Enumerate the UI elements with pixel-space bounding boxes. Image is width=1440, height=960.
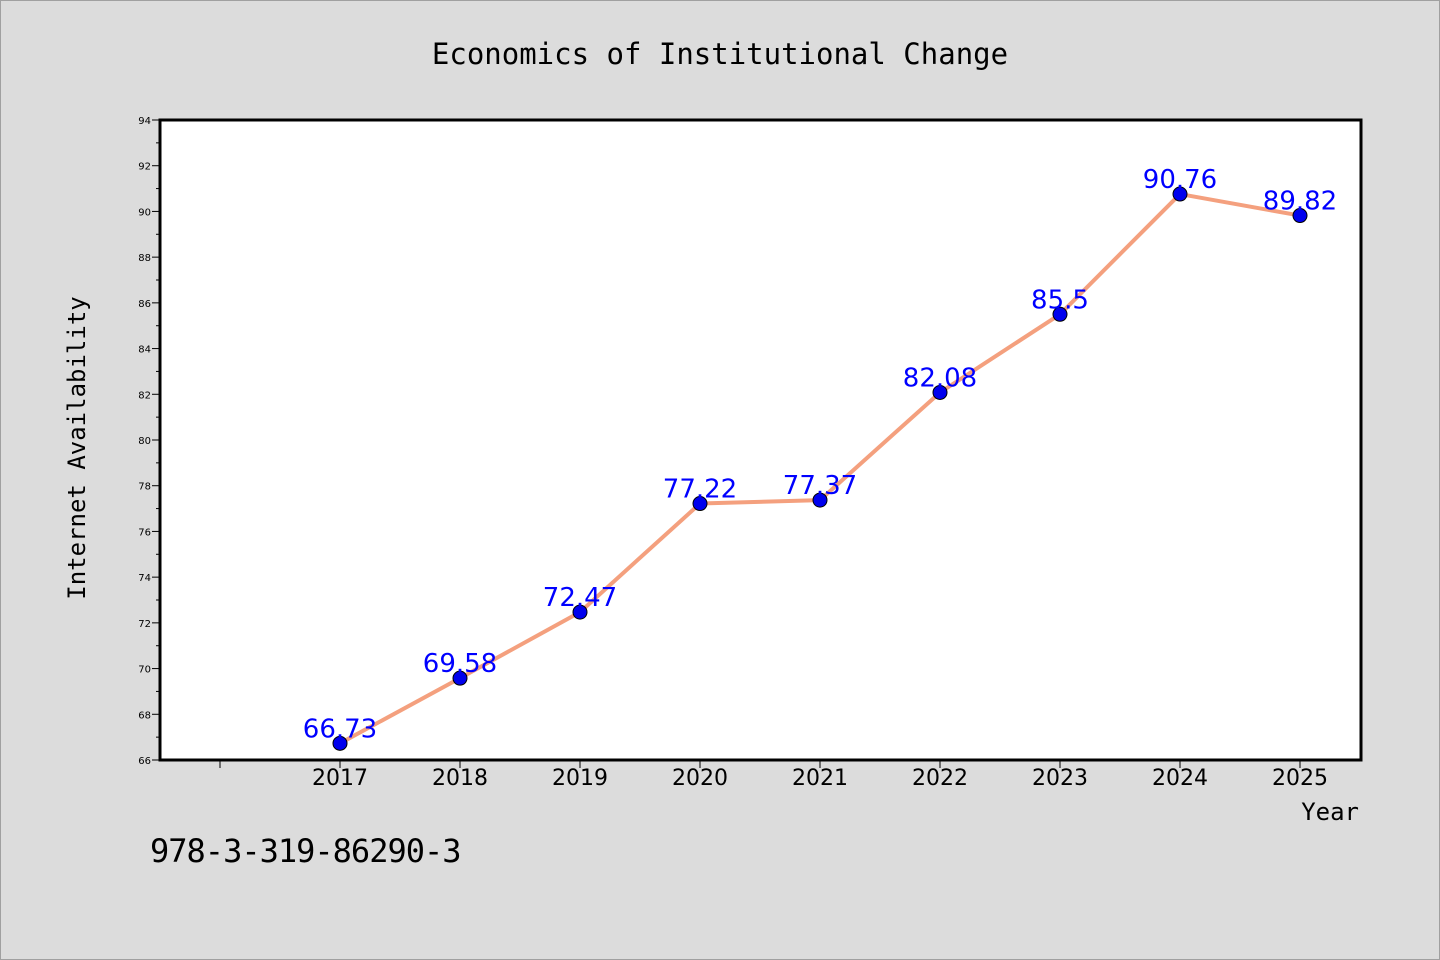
chart-title: Economics of Institutional Change: [432, 37, 1008, 71]
data-label: 69.58: [423, 649, 497, 679]
x-tick-label: 2024: [1152, 766, 1208, 791]
x-tick-label: 2018: [432, 766, 488, 791]
x-tick-label: 2019: [552, 766, 608, 791]
y-axis: 66 68 70 72 74 76 78 80 82 84 86 88 90 92 94: [138, 116, 160, 767]
y-tick-label: 74: [138, 573, 151, 584]
x-tick-label: 2025: [1272, 766, 1328, 791]
y-tick-label: 92: [138, 162, 151, 173]
y-tick-label: 84: [138, 345, 151, 356]
data-point: [452, 670, 468, 686]
plot-area: [158, 118, 1363, 762]
y-tick-label: 72: [138, 619, 151, 630]
y-tick-label: 66: [138, 756, 151, 767]
x-tick-label: 2022: [912, 766, 968, 791]
data-point: [1172, 186, 1188, 202]
data-label: 89.82: [1263, 187, 1337, 217]
y-tick-label: 68: [138, 710, 151, 721]
data-label: 77.37: [783, 471, 857, 501]
y-tick-label: 78: [138, 482, 151, 493]
series-layer: 66.73 69.58 72.47 77.22 77.37 82.08 85.5 90.76 8…: [303, 165, 1337, 751]
y-tick-label: 86: [138, 299, 151, 310]
data-label: 77.22: [663, 475, 737, 505]
x-tick-label: 2021: [792, 766, 848, 791]
data-point: [692, 496, 708, 512]
data-label: 85.5: [1031, 285, 1089, 315]
data-point: [572, 604, 588, 620]
y-axis-label: Internet Availability: [63, 296, 91, 599]
data-label: 90.76: [1143, 165, 1217, 195]
data-point: [1292, 208, 1308, 224]
isbn-text: 978-3-319-86290-3: [150, 832, 462, 870]
y-tick-label: 88: [138, 253, 151, 264]
x-axis: 2017 2018 2019 2020 2021 2022 2023 2024 2025: [219, 760, 1328, 791]
data-point: [1052, 306, 1068, 322]
data-label: 82.08: [903, 363, 977, 393]
data-point: [932, 384, 948, 400]
y-tick-label: 80: [138, 436, 151, 447]
x-tick-label: 2020: [672, 766, 728, 791]
y-tick-label: 70: [138, 665, 151, 676]
y-tick-label: 90: [138, 207, 151, 218]
data-point: [332, 735, 348, 751]
y-tick-label: 94: [138, 116, 151, 127]
y-tick-label: 76: [138, 527, 151, 538]
data-point: [812, 492, 828, 508]
data-label: 66.73: [303, 714, 377, 744]
x-tick-label: 2023: [1032, 766, 1088, 791]
data-label: 72.47: [543, 583, 617, 613]
x-axis-label: Year: [1301, 798, 1359, 826]
x-tick-label: 2017: [312, 766, 368, 791]
y-tick-label: 82: [138, 390, 151, 401]
